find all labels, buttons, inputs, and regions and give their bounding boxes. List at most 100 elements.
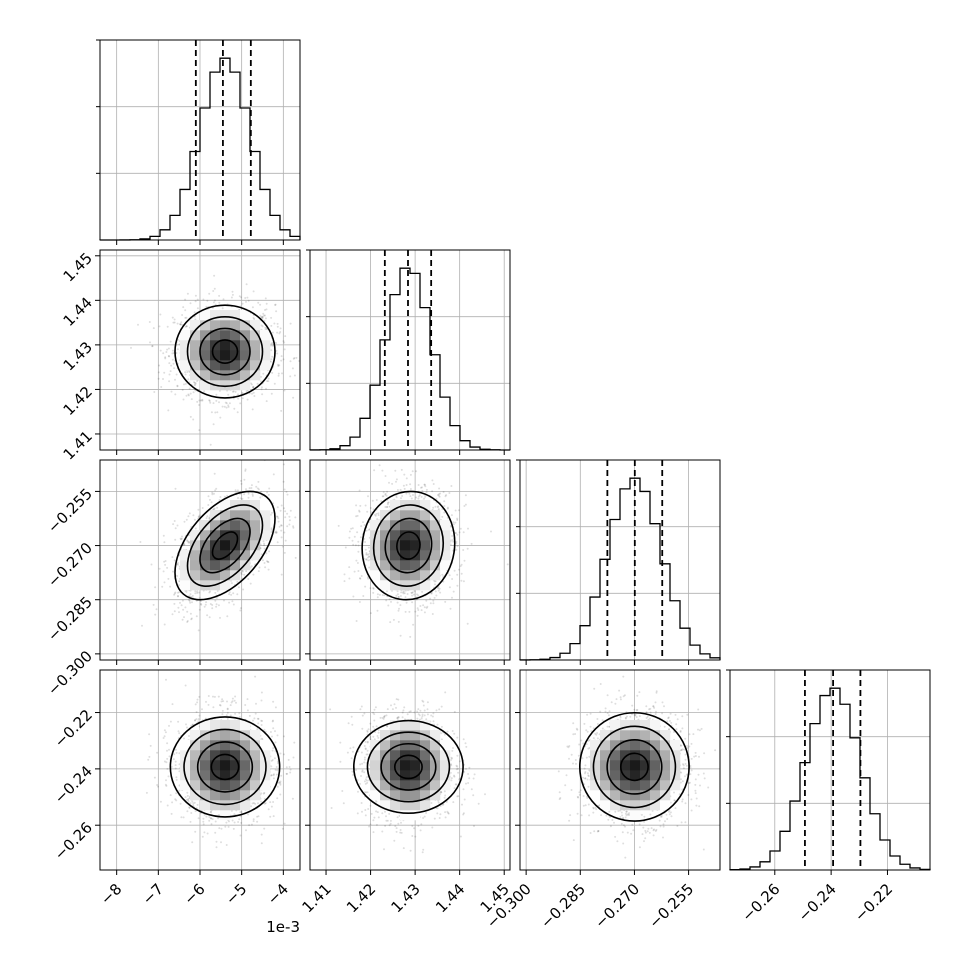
- sample-point: [189, 392, 192, 395]
- sample-point: [369, 587, 372, 590]
- sample-point: [417, 497, 420, 500]
- sample-point: [233, 456, 235, 458]
- sample-point: [181, 618, 184, 621]
- sample-point: [265, 308, 268, 311]
- sample-point: [183, 543, 186, 546]
- sample-point: [378, 593, 381, 596]
- sample-point: [430, 592, 432, 595]
- sample-point: [180, 604, 183, 607]
- sample-point: [186, 539, 189, 542]
- sample-point: [408, 492, 411, 495]
- sample-point: [357, 544, 360, 547]
- sample-point: [449, 525, 452, 527]
- histogram-panel-4: [726, 669, 931, 875]
- sample-point: [215, 596, 218, 599]
- sample-point: [173, 602, 176, 605]
- sample-point: [171, 349, 174, 352]
- sample-point: [204, 603, 207, 606]
- sample-point: [421, 590, 424, 593]
- sample-point: [196, 298, 199, 301]
- sample-point: [283, 389, 286, 392]
- density-cell: [200, 310, 211, 321]
- sample-point: [417, 609, 420, 611]
- sample-point: [417, 495, 420, 498]
- sample-point: [243, 573, 246, 576]
- sample-point: [279, 331, 282, 333]
- sample-point: [265, 400, 268, 403]
- density-cell: [240, 380, 251, 391]
- sample-point: [223, 405, 226, 408]
- sample-point: [216, 411, 219, 414]
- sample-point: [460, 572, 463, 575]
- sample-point: [438, 487, 441, 490]
- sample-point: [280, 573, 283, 576]
- sample-point: [456, 545, 459, 548]
- sample-point: [189, 612, 192, 615]
- sample-point: [214, 599, 217, 602]
- sample-point: [450, 526, 453, 528]
- sample-point: [159, 313, 162, 316]
- sample-point: [377, 514, 380, 517]
- sample-point: [174, 487, 177, 490]
- density-cell: [200, 550, 211, 561]
- sample-point: [252, 316, 255, 319]
- sample-point: [463, 559, 466, 562]
- sample-point: [397, 609, 400, 612]
- sample-point: [162, 378, 164, 380]
- sample-point: [178, 584, 180, 587]
- sample-point: [167, 577, 170, 580]
- sample-point: [208, 498, 211, 501]
- sample-point: [209, 603, 212, 605]
- sample-point: [262, 312, 265, 315]
- sample-point: [405, 492, 408, 495]
- sample-point: [362, 595, 365, 597]
- sample-point: [205, 305, 208, 308]
- density-cell: [200, 570, 211, 581]
- sample-point: [207, 504, 210, 506]
- sample-point: [236, 580, 239, 583]
- sample-point: [425, 488, 428, 491]
- sample-point: [401, 495, 404, 497]
- sample-point: [141, 624, 143, 627]
- sample-point: [376, 518, 379, 521]
- sample-point: [230, 296, 233, 299]
- sample-point: [288, 519, 291, 522]
- sample-point: [221, 307, 224, 310]
- sample-point: [232, 390, 235, 393]
- sample-point: [283, 488, 286, 491]
- sample-point: [266, 491, 269, 494]
- density-cell: [230, 360, 241, 371]
- sample-point: [276, 515, 279, 518]
- density-cell: [210, 550, 221, 561]
- sample-point: [420, 486, 422, 489]
- sample-point: [434, 590, 437, 593]
- sample-point: [193, 381, 195, 384]
- sample-point: [166, 325, 169, 328]
- sample-point: [162, 534, 165, 537]
- sample-point: [219, 416, 222, 419]
- sample-point: [355, 504, 358, 507]
- sample-point: [456, 517, 459, 520]
- sample-point: [360, 525, 363, 528]
- sample-point: [271, 344, 274, 347]
- sample-point: [212, 423, 215, 426]
- sample-point: [175, 373, 178, 376]
- sample-point: [424, 485, 427, 488]
- sample-point: [181, 314, 184, 316]
- sample-point: [455, 540, 458, 543]
- sample-point: [396, 489, 399, 491]
- sample-point: [197, 515, 200, 518]
- sample-point: [408, 610, 411, 613]
- density-cell: [250, 510, 261, 521]
- sample-point: [359, 577, 361, 580]
- sample-point: [382, 491, 385, 494]
- sample-point: [228, 593, 231, 596]
- sample-point: [164, 356, 167, 359]
- sample-point: [261, 393, 264, 396]
- sample-point: [455, 532, 458, 535]
- sample-point: [402, 592, 405, 595]
- sample-point: [198, 429, 201, 432]
- density-cell: [230, 350, 241, 361]
- sample-point: [245, 283, 248, 286]
- sample-point: [189, 593, 192, 596]
